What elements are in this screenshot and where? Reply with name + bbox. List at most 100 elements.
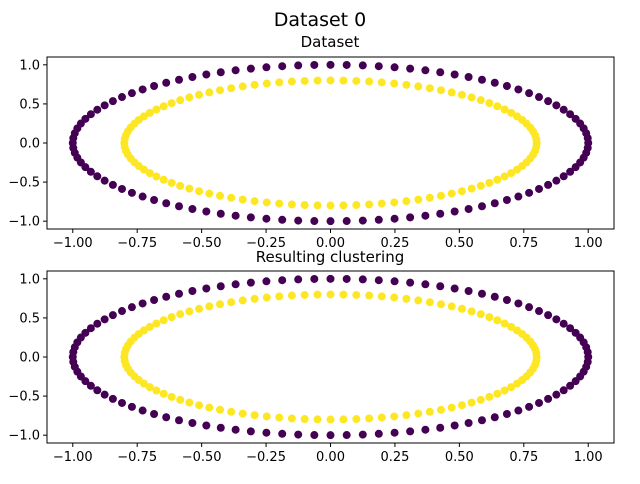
dataset-point-outer [294, 216, 303, 225]
dataset-point-inner [532, 142, 541, 151]
dataset-point-outer [566, 167, 575, 176]
dataset-point-inner [500, 172, 509, 181]
clustering-x-tick-label: −0.75 [117, 450, 157, 465]
dataset-point-inner [326, 76, 335, 85]
clustering-point-inner [493, 316, 502, 325]
clustering-point-inner [402, 411, 411, 420]
dataset-point-outer [544, 180, 553, 189]
clustering-point-inner [402, 294, 411, 303]
dataset-point-inner [205, 189, 214, 198]
clustering-point-inner [287, 291, 296, 300]
clustering-x-tick-label: 0.50 [445, 450, 474, 465]
clustering-point-inner [176, 310, 185, 319]
clustering-point-outer [246, 427, 255, 436]
dataset-point-inner [262, 79, 271, 88]
clustering-point-inner [167, 392, 176, 401]
dataset-point-outer [374, 215, 383, 224]
dataset-point-outer [262, 63, 271, 72]
dataset-point-outer [86, 167, 95, 176]
dataset-point-inner [159, 175, 168, 184]
dataset-point-inner [185, 184, 194, 193]
clustering-point-outer [294, 430, 303, 439]
clustering-point-outer [583, 357, 592, 366]
clustering-point-inner [493, 389, 502, 398]
clustering-point-inner [250, 411, 259, 420]
dataset-point-inner [227, 193, 236, 202]
dataset-point-outer [202, 207, 211, 216]
clustering-point-outer [138, 406, 147, 415]
clustering-point-inner [500, 386, 509, 395]
dataset-point-inner [493, 102, 502, 111]
dataset-point-outer [552, 176, 561, 185]
clustering-point-outer [188, 286, 197, 295]
dataset-point-inner [507, 169, 516, 178]
clustering-point-outer [406, 427, 415, 436]
clustering-point-inner [377, 292, 386, 301]
dataset-point-inner [195, 187, 204, 196]
clustering-plot-title: Resulting clustering [256, 248, 405, 266]
clustering-point-outer [246, 278, 255, 287]
dataset-point-outer [535, 93, 544, 102]
clustering-point-inner [326, 415, 335, 424]
clustering-point-outer [450, 284, 459, 293]
clustering-point-inner [467, 398, 476, 407]
dataset-point-outer [150, 82, 159, 91]
clustering-point-outer [525, 402, 534, 411]
dataset-x-tick-label: 0.50 [445, 236, 474, 251]
clustering-point-inner [227, 298, 236, 307]
clustering-point-outer [552, 390, 561, 399]
dataset-point-inner [139, 165, 148, 174]
dataset-x-tick-label: −0.25 [246, 236, 286, 251]
clustering-x-tick-label: 0.25 [380, 450, 409, 465]
clustering-point-outer [216, 282, 225, 291]
clustering-point-inner [476, 310, 485, 319]
clustering-point-inner [436, 405, 445, 414]
clustering-point-inner [365, 291, 374, 300]
dataset-point-outer [162, 199, 171, 208]
dataset-point-outer [406, 213, 415, 222]
dataset-point-inner [145, 169, 154, 178]
clustering-plot-frame [46, 270, 615, 444]
dataset-point-outer [175, 75, 184, 84]
clustering-point-outer [464, 286, 473, 295]
clustering-point-inner [513, 326, 522, 335]
dataset-point-outer [477, 202, 486, 211]
dataset-point-outer [150, 195, 159, 204]
dataset-point-inner [262, 198, 271, 207]
dataset-point-outer [490, 199, 499, 208]
clustering-x-tick-label: −0.50 [182, 450, 222, 465]
clustering-point-outer [108, 311, 117, 320]
dataset-point-outer [406, 64, 415, 73]
dataset-point-inner [352, 201, 361, 210]
dataset-point-outer [490, 78, 499, 87]
dataset-point-inner [167, 99, 176, 108]
dataset-point-inner [365, 77, 374, 86]
dataset-point-outer [278, 215, 287, 224]
clustering-point-inner [365, 414, 374, 423]
dataset-plot-title: Dataset [301, 33, 360, 51]
clustering-point-outer [514, 299, 523, 308]
dataset-point-inner [275, 199, 284, 208]
clustering-point-outer [450, 421, 459, 430]
dataset-point-outer [566, 110, 575, 119]
clustering-point-outer [571, 328, 580, 337]
clustering-point-outer [81, 377, 90, 386]
clustering-y-tick-label: −1.0 [8, 429, 40, 444]
clustering-point-outer [278, 276, 287, 285]
clustering-point-outer [162, 413, 171, 422]
dataset-point-outer [525, 188, 534, 197]
dataset-point-outer [559, 105, 568, 114]
clustering-y-axis: −1.0 −0.5 0.0 0.5 1.0 [8, 272, 47, 444]
dataset-point-outer [246, 64, 255, 73]
clustering-point-outer [514, 406, 523, 415]
dataset-y-tick-label: 0.0 [19, 137, 40, 152]
dataset-point-outer [188, 72, 197, 81]
dataset-point-inner [339, 76, 348, 85]
clustering-point-outer [390, 428, 399, 437]
dataset-point-inner [152, 105, 161, 114]
dataset-point-inner [493, 175, 502, 184]
clustering-point-outer [535, 307, 544, 316]
clustering-point-outer [231, 280, 240, 289]
dataset-x-axis: −1.00 −0.75 −0.50 −0.25 0.00 0.25 0.50 0.75 1.00 [53, 229, 603, 251]
